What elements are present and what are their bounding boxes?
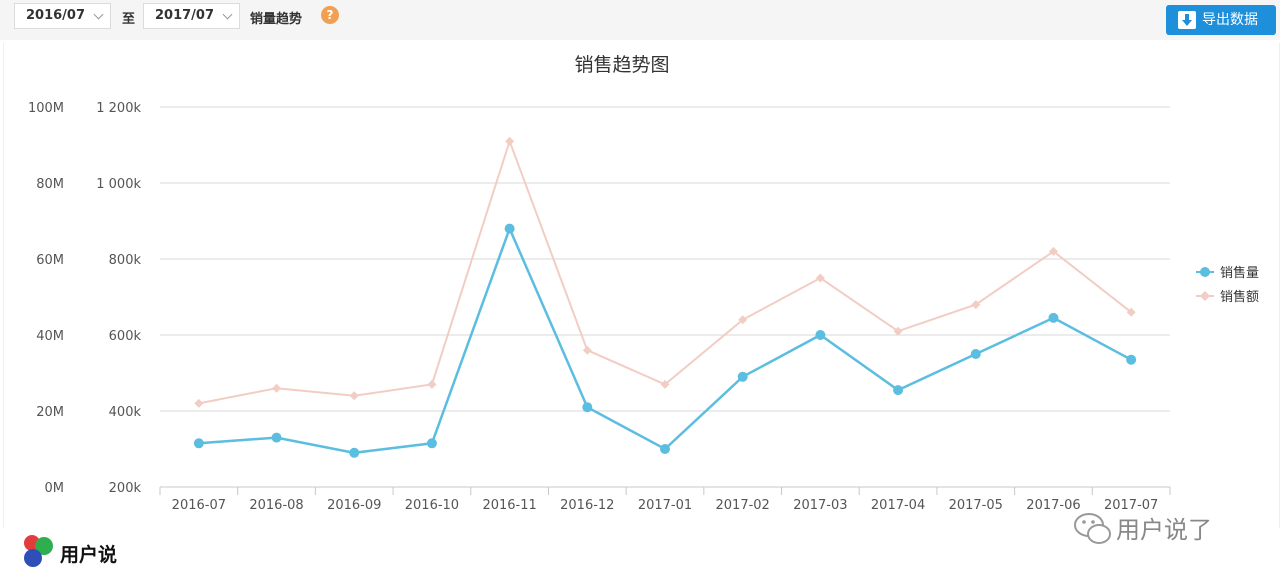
- x-tick-label: 2016-12: [560, 498, 614, 513]
- chevron-down-icon: [93, 9, 104, 20]
- data-point-amount[interactable]: [1126, 307, 1136, 317]
- data-point-volume[interactable]: [1048, 312, 1059, 323]
- x-tick-label: 2017-03: [793, 498, 847, 513]
- y-right-tick-label: 1 200k: [96, 101, 141, 116]
- x-tick-label: 2017-06: [1026, 498, 1080, 513]
- data-point-amount[interactable]: [660, 379, 670, 389]
- y-left-tick-label: 100M: [28, 101, 64, 116]
- export-data-label: 导出数据: [1202, 12, 1258, 28]
- data-point-amount[interactable]: [893, 326, 903, 336]
- x-tick-label: 2017-02: [716, 498, 770, 513]
- y-left-tick-label: 20M: [36, 405, 64, 420]
- legend-label[interactable]: 销售额: [1220, 289, 1259, 305]
- data-point-amount[interactable]: [582, 345, 592, 355]
- y-left-tick-label: 60M: [36, 253, 64, 268]
- range-separator: 至: [122, 12, 136, 27]
- series-line-amount: [198, 138, 1132, 405]
- data-point-amount[interactable]: [349, 391, 359, 401]
- legend-marker: [1200, 291, 1210, 301]
- y-right-tick-label: 600k: [109, 329, 142, 344]
- toolbar: 2016/07 至 2017/07 销量趋势 ? 导出数据: [0, 0, 1280, 40]
- data-point-volume[interactable]: [815, 330, 826, 340]
- data-point-volume[interactable]: [970, 349, 981, 359]
- x-tick-label: 2017-04: [871, 498, 925, 513]
- grid-lines: [160, 106, 1170, 412]
- y-right-tick-label: 1 000k: [96, 177, 141, 192]
- x-tick-label: 2016-11: [482, 498, 536, 513]
- x-tick-label: 2016-08: [249, 498, 303, 513]
- data-point-amount[interactable]: [738, 315, 748, 325]
- data-point-volume[interactable]: [893, 385, 904, 396]
- legend-label[interactable]: 销售量: [1220, 265, 1259, 281]
- data-point-volume[interactable]: [349, 447, 360, 458]
- start-month-select[interactable]: 2016/07: [14, 3, 111, 29]
- start-month-value: 2016/07: [26, 8, 86, 23]
- x-axis: 2016-07 2016-08 2016-09 2016-10 2016-11 2016-…: [159, 486, 1171, 513]
- data-point-volume[interactable]: [1126, 354, 1137, 365]
- y-axis-right: 200k 400k 600k 800k 1 000k 1 200k: [96, 101, 141, 496]
- download-icon: [1178, 11, 1196, 29]
- series-group: [193, 136, 1137, 458]
- x-tick-label: 2016-07: [172, 498, 226, 513]
- data-point-amount[interactable]: [815, 273, 825, 283]
- brand-logo-icon: [24, 535, 53, 567]
- data-point-amount[interactable]: [194, 398, 204, 408]
- y-right-tick-label: 400k: [109, 405, 142, 420]
- end-month-select[interactable]: 2017/07: [143, 3, 240, 29]
- data-point-volume[interactable]: [660, 444, 670, 454]
- y-right-tick-label: 200k: [109, 481, 142, 496]
- wechat-icon: [1074, 513, 1111, 544]
- data-point-volume[interactable]: [582, 402, 593, 413]
- legend-marker: [1200, 267, 1210, 277]
- data-point-amount[interactable]: [971, 300, 981, 310]
- series-line-volume: [198, 225, 1132, 455]
- chart-title: 销售趋势图: [574, 54, 669, 76]
- data-point-volume[interactable]: [193, 438, 204, 449]
- x-tick-label: 2017-01: [638, 498, 692, 513]
- x-tick-label: 2016-09: [327, 498, 381, 513]
- y-axis-left: 0M 20M 40M 60M 80M 100M: [28, 101, 64, 496]
- y-left-tick-label: 0M: [45, 481, 65, 496]
- data-point-volume[interactable]: [737, 371, 748, 382]
- x-tick-label: 2016-10: [405, 498, 459, 513]
- metric-label: 销量趋势: [250, 12, 303, 27]
- footer-brand: 用户说: [60, 544, 118, 566]
- export-data-button[interactable]: 导出数据: [1166, 5, 1276, 35]
- end-month-value: 2017/07: [155, 8, 215, 23]
- y-left-tick-label: 80M: [36, 177, 64, 192]
- data-point-volume[interactable]: [504, 223, 515, 234]
- x-tick-label: 2017-05: [949, 498, 1003, 513]
- chevron-down-icon: [222, 9, 233, 20]
- data-point-volume[interactable]: [426, 438, 437, 449]
- data-point-amount[interactable]: [272, 383, 282, 393]
- data-point-volume[interactable]: [271, 432, 282, 443]
- data-point-amount[interactable]: [1048, 246, 1058, 256]
- chart-panel: 销售趋势图 0M 20M 40M 60M 80M 100M 200k 400k 600k 800…: [3, 43, 1280, 528]
- y-left-tick-label: 40M: [36, 329, 64, 344]
- data-point-amount[interactable]: [427, 379, 437, 389]
- sales-trend-chart: 销售趋势图 0M 20M 40M 60M 80M 100M 200k 400k 600k 800…: [28, 54, 1259, 513]
- x-tick-label: 2017-07: [1104, 498, 1158, 513]
- help-icon[interactable]: ?: [321, 6, 339, 24]
- y-right-tick-label: 800k: [109, 253, 142, 268]
- data-point-amount[interactable]: [505, 136, 515, 146]
- watermark-text: 用户说了: [1116, 516, 1212, 544]
